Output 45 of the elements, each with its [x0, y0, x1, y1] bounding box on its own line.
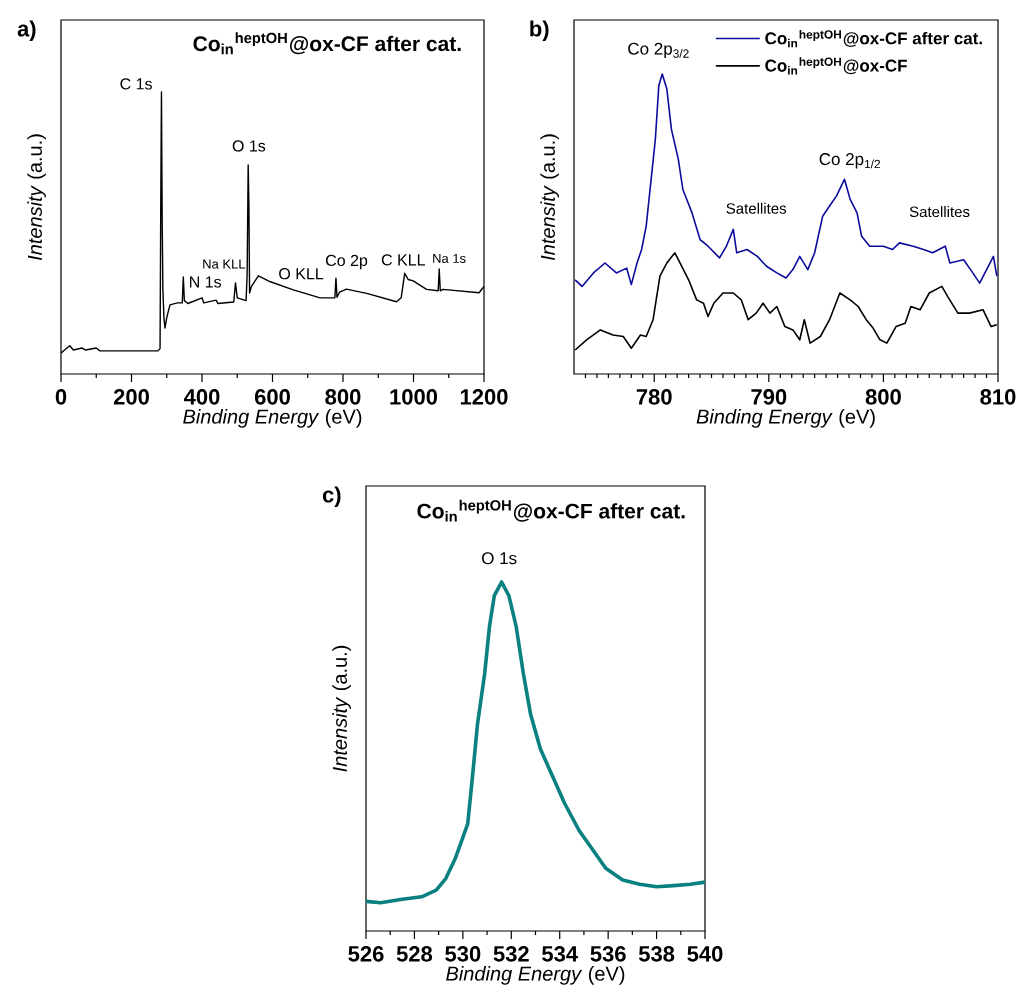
- chart-title: Co$_{in}$$^{heptOH}$@ox-CF after cat.: [193, 32, 461, 55]
- annotation: O KLL: [279, 268, 324, 280]
- x-tick-label: 540: [687, 946, 723, 962]
- annotation: Co 2p: [326, 254, 368, 270]
- annotation: Na 1s: [433, 253, 466, 263]
- x-tick-label: 600: [254, 389, 290, 405]
- x-tick-label: 1000: [390, 389, 438, 405]
- y-axis-title: Intensity (a.u.): [540, 134, 559, 261]
- chart-title: Co$_{in}$$^{heptOH}$@ox-CF after cat.: [417, 499, 685, 522]
- text: a): [17, 20, 36, 41]
- y-axis-title: Intensity (a.u.): [27, 134, 46, 261]
- x-axis-title: Binding Energy (eV): [696, 409, 875, 428]
- x-tick-label: 536: [590, 946, 626, 962]
- x-tick-label: 800: [325, 389, 361, 405]
- y-axis-title: Intensity (a.u.): [332, 645, 351, 772]
- annotation: Satellites: [726, 202, 787, 214]
- x-tick-label: 790: [751, 389, 787, 405]
- text: Co 2p$_{3/2}$: [628, 42, 689, 59]
- annotation: Co 2p$_{1/2}$: [819, 153, 881, 169]
- x-tick-label: 538: [638, 946, 675, 962]
- annotation: Satellites: [909, 206, 970, 218]
- x-tick-label: 530: [445, 946, 481, 962]
- x-tick-label: 800: [865, 389, 901, 405]
- legend-label: Co$_{in}$$^{heptOH}$@ox-CF: [765, 57, 907, 75]
- x-tick-label: 534: [542, 946, 578, 962]
- annotation: N 1s: [190, 276, 222, 288]
- annotation: C KLL: [381, 254, 425, 266]
- x-tick-label: 810: [980, 389, 1016, 405]
- text: C 1s: [120, 78, 152, 90]
- text: c): [322, 486, 341, 507]
- x-axis-title: Binding Energy (eV): [183, 409, 362, 428]
- x-tick-label: 1200: [460, 389, 508, 405]
- x-tick-label: 532: [493, 946, 529, 962]
- x-tick-label: 528: [396, 946, 433, 962]
- text: b): [530, 20, 549, 41]
- x-tick-label: 200: [113, 389, 149, 405]
- text: O 1s: [482, 552, 517, 565]
- x-tick-label: 0: [55, 389, 67, 405]
- x-tick-label: 780: [636, 389, 672, 405]
- annotation: O 1s: [232, 140, 266, 152]
- x-axis-title: Binding Energy (eV): [446, 966, 625, 985]
- x-tick-label: 526: [348, 946, 384, 962]
- legend-label: Co$_{in}$$^{heptOH}$@ox-CF after cat.: [765, 29, 982, 48]
- x-tick-label: 400: [183, 389, 220, 405]
- annotation: Na KLL: [203, 259, 246, 269]
